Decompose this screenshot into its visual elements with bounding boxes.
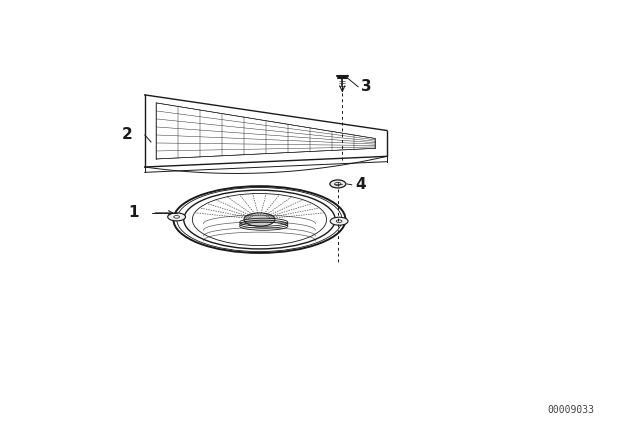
- Ellipse shape: [168, 213, 186, 221]
- Ellipse shape: [244, 213, 275, 226]
- Ellipse shape: [330, 180, 346, 188]
- Text: 1: 1: [128, 205, 138, 220]
- Text: 2: 2: [121, 127, 132, 142]
- Text: 4: 4: [355, 177, 365, 192]
- Text: 00009033: 00009033: [547, 405, 594, 415]
- Text: 3: 3: [362, 79, 372, 95]
- Ellipse shape: [330, 217, 348, 225]
